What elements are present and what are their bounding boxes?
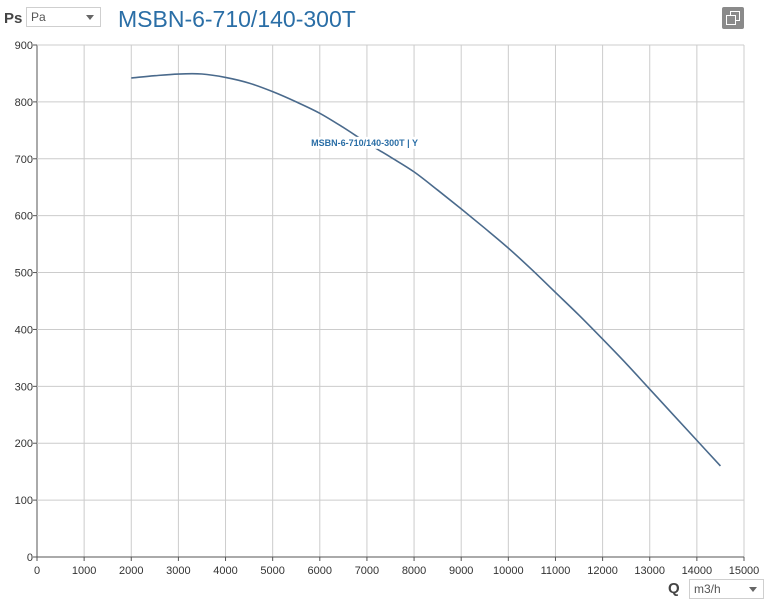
y-tick-label: 900 xyxy=(15,40,33,52)
x-tick-label: 10000 xyxy=(493,565,524,577)
x-unit-value: m3/h xyxy=(694,582,721,596)
chart-toolbar: Ps Pa MSBN-6-710/140-300T xyxy=(0,0,766,40)
x-tick-label: 1000 xyxy=(72,565,96,577)
x-tick-label: 13000 xyxy=(634,565,665,577)
y-tick-label: 200 xyxy=(15,438,33,450)
y-axis-name: Ps xyxy=(4,10,23,27)
copy-button[interactable] xyxy=(722,7,744,29)
x-axis-name: Q xyxy=(668,580,680,597)
x-tick-label: 12000 xyxy=(587,565,618,577)
y-tick-label: 300 xyxy=(15,381,33,393)
series-line xyxy=(131,72,722,467)
y-unit-value: Pa xyxy=(31,10,46,24)
y-tick-label: 800 xyxy=(15,97,33,109)
y-tick-labels: 0 100 200 300 400 500 600 700 800 900 xyxy=(15,40,33,564)
x-tick-label: 9000 xyxy=(449,565,473,577)
x-tick-labels: 0 1000 2000 3000 4000 5000 6000 7000 8000 9000 100… xyxy=(34,565,759,577)
series-label-background xyxy=(309,136,421,149)
x-tick-label: 11000 xyxy=(541,565,571,577)
x-tick-label: 8000 xyxy=(402,565,426,577)
y-tick-label: 500 xyxy=(15,268,33,280)
x-tick-label: 14000 xyxy=(682,565,713,577)
chart-title: MSBN-6-710/140-300T xyxy=(118,6,356,32)
x-tick-label: 6000 xyxy=(308,565,332,577)
y-tick-label: 400 xyxy=(15,324,33,336)
x-tick-label: 3000 xyxy=(166,565,190,577)
y-unit-select[interactable]: Pa xyxy=(26,7,101,27)
x-tick-label: 5000 xyxy=(260,565,284,577)
x-tick-label: 2000 xyxy=(119,565,143,577)
series-label: MSBN-6-710/140-300T | Y xyxy=(311,138,418,148)
x-tick-label: 7000 xyxy=(355,565,379,577)
chevron-down-icon xyxy=(86,15,94,20)
y-tick-label: 700 xyxy=(15,154,33,166)
y-tick-label: 0 xyxy=(27,552,33,564)
chevron-down-icon xyxy=(749,587,757,592)
copy-icon-front xyxy=(726,15,736,25)
x-tick-label: 4000 xyxy=(213,565,237,577)
x-tick-label: 15000 xyxy=(729,565,760,577)
grid-lines xyxy=(33,44,745,561)
y-tick-label: 100 xyxy=(15,495,33,507)
x-unit-select[interactable]: m3/h xyxy=(689,579,764,599)
y-tick-label: 600 xyxy=(15,211,33,223)
x-tick-label: 0 xyxy=(34,565,40,577)
